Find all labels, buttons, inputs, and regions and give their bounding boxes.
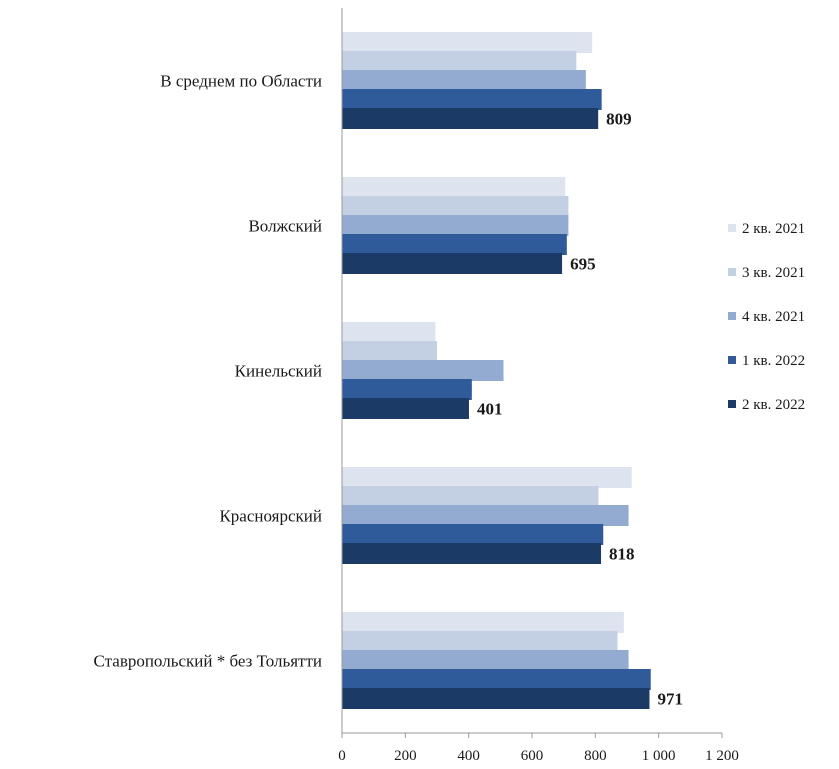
bar-3-series-1 [342, 322, 436, 343]
x-tick-label: 800 [584, 748, 607, 764]
bar-4-series-2 [342, 486, 599, 507]
bar-1-series-3 [342, 70, 586, 91]
data-labels: 809 695 401 818 971 [477, 110, 683, 709]
bar-5-series-5 [342, 688, 650, 709]
legend-label: 1 кв. 2022 [742, 353, 805, 369]
category-label: Волжский [248, 217, 322, 236]
x-tick-label: 1 000 [642, 748, 676, 764]
bar-4-series-4 [342, 524, 604, 545]
legend: 2 кв. 2021 3 кв. 2021 4 кв. 2021 1 кв. 2022… [728, 221, 805, 413]
legend-label: 4 кв. 2021 [742, 309, 805, 325]
bar-5-series-3 [342, 650, 629, 671]
bar-5-series-1 [342, 612, 624, 633]
bar-2-series-5 [342, 253, 563, 274]
category-label: Кинельский [235, 362, 322, 381]
bar-4-series-3 [342, 505, 629, 526]
bar-4-series-1 [342, 467, 632, 488]
bar-3-series-4 [342, 379, 472, 400]
data-label: 818 [609, 545, 635, 564]
bar-3-series-2 [342, 341, 437, 362]
legend-label: 2 кв. 2021 [742, 221, 805, 237]
category-label: Ставропольский * без Тольятти [94, 652, 322, 671]
data-label: 809 [606, 110, 632, 129]
bar-1-series-2 [342, 51, 577, 72]
bar-3-series-5 [342, 398, 469, 419]
bar-2-series-1 [342, 177, 566, 198]
bar-2-series-3 [342, 215, 569, 236]
legend-swatch [728, 356, 736, 364]
x-tick-label: 400 [457, 748, 480, 764]
legend-label: 3 кв. 2021 [742, 265, 805, 281]
category-label: Красноярский [219, 507, 322, 526]
category-label: В среднем по Области [160, 72, 322, 91]
x-tick-label: 0 [338, 748, 346, 764]
bar-2-series-2 [342, 196, 569, 217]
bar-5-series-2 [342, 631, 618, 652]
bar-4-series-5 [342, 543, 602, 564]
data-label: 695 [570, 255, 596, 274]
bar-1-series-1 [342, 32, 593, 53]
legend-swatch [728, 400, 736, 408]
legend-swatch [728, 312, 736, 320]
bars [342, 32, 651, 709]
bar-5-series-4 [342, 669, 651, 690]
category-labels: В среднем по Области Волжский Кинельский Кр… [94, 72, 322, 671]
bar-1-series-5 [342, 108, 599, 129]
data-label: 971 [657, 690, 683, 709]
bar-3-series-3 [342, 360, 504, 381]
x-tick-label: 1 200 [705, 748, 739, 764]
bar-1-series-4 [342, 89, 602, 110]
x-tick-label: 200 [394, 748, 417, 764]
legend-swatch [728, 224, 736, 232]
data-label: 401 [477, 400, 503, 419]
bar-2-series-4 [342, 234, 567, 255]
legend-swatch [728, 268, 736, 276]
x-axis-ticks: 0 200 400 600 800 1 000 1 200 [338, 733, 739, 764]
legend-label: 2 кв. 2022 [742, 397, 805, 413]
x-tick-label: 600 [521, 748, 544, 764]
